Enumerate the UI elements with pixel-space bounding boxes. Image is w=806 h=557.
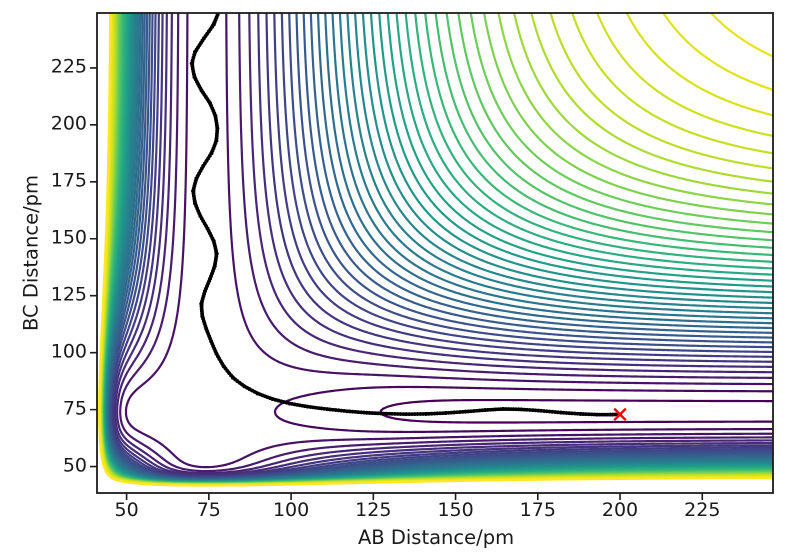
y-axis-label: BC Distance/pm xyxy=(19,174,43,332)
y-tick-label: 200 xyxy=(50,112,87,135)
y-tick-label: 125 xyxy=(50,283,87,306)
x-tick-label: 225 xyxy=(684,499,721,521)
x-tick-label: 200 xyxy=(601,499,639,521)
y-tick-label: 75 xyxy=(62,397,87,420)
x-tick-label: 50 xyxy=(114,499,139,521)
x-tick-label: 125 xyxy=(355,499,392,521)
x-tick-label: 75 xyxy=(196,499,221,521)
x-tick-label: 150 xyxy=(437,499,474,521)
x-tick-label: 175 xyxy=(519,499,556,521)
x-tick-label: 100 xyxy=(272,499,310,521)
y-tick-label: 50 xyxy=(62,454,87,477)
x-axis-label: AB Distance/pm xyxy=(357,526,515,549)
y-tick-label: 150 xyxy=(50,226,87,249)
y-tick-label: 225 xyxy=(50,55,87,78)
y-tick-label: 175 xyxy=(50,169,87,192)
y-tick-label: 100 xyxy=(50,340,87,363)
